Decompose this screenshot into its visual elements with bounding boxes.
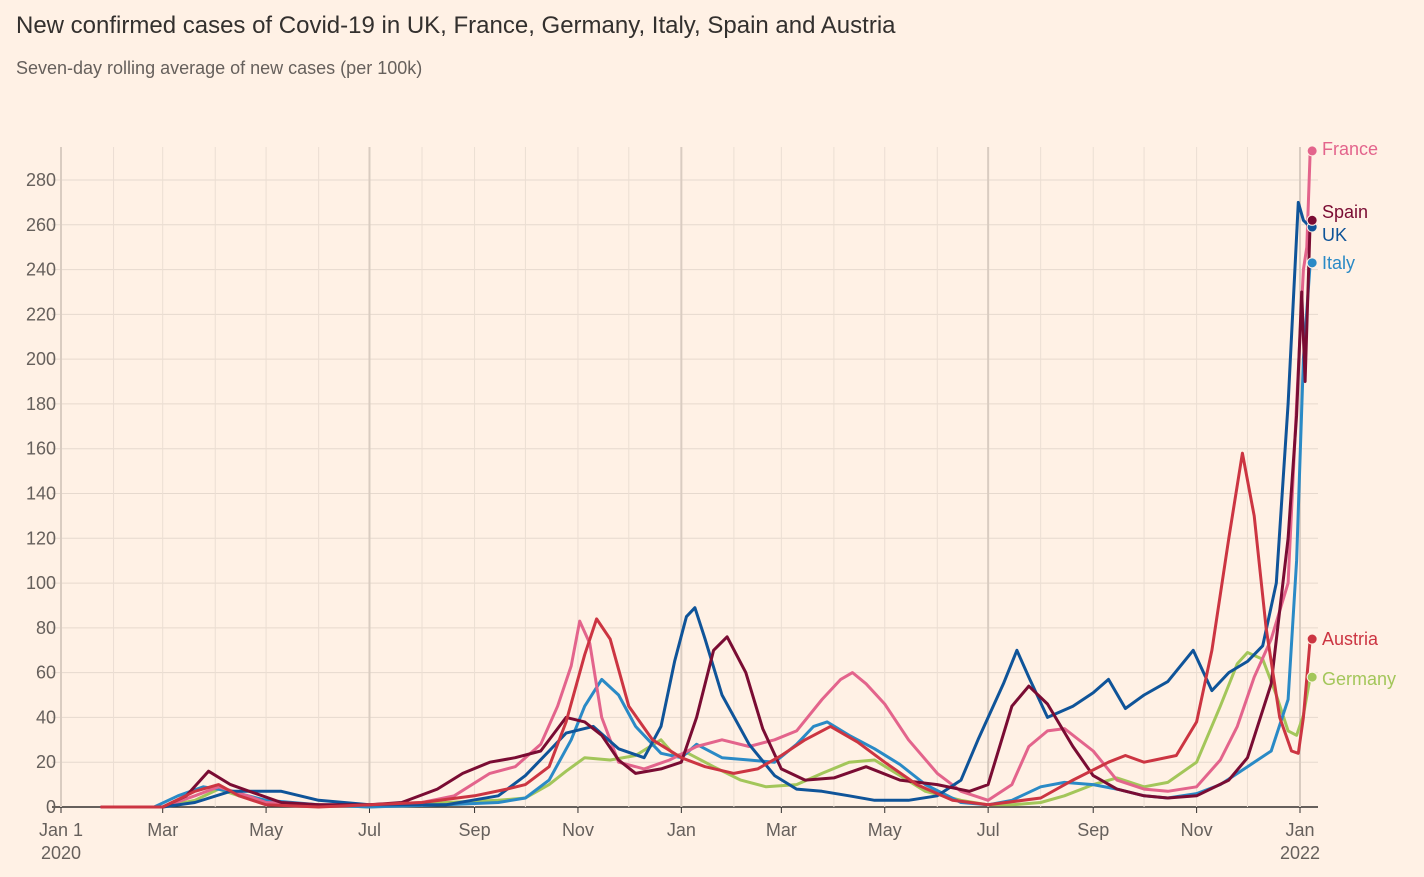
series-line-italy bbox=[100, 261, 1312, 809]
y-tick-label: 20 bbox=[36, 752, 56, 772]
y-tick-label: 140 bbox=[26, 484, 56, 504]
x-tick-label: Nov bbox=[562, 820, 594, 840]
x-tick-label: Jan bbox=[1285, 820, 1314, 840]
x-tick-label: Sep bbox=[1077, 820, 1109, 840]
y-tick-label: 180 bbox=[26, 394, 56, 414]
x-tick-label: Nov bbox=[1181, 820, 1213, 840]
y-tick-label: 200 bbox=[26, 349, 56, 369]
y-axis: 0 20 40 60 80 100 120 140 160 180 200 220 240 260 280 bbox=[26, 170, 56, 817]
series-line-austria bbox=[100, 451, 1312, 809]
series-label-france: France bbox=[1322, 139, 1378, 159]
y-tick-label: 0 bbox=[46, 797, 56, 817]
y-tick-label: 220 bbox=[26, 304, 56, 324]
y-tick-label: 260 bbox=[26, 215, 56, 235]
chart-subtitle: Seven-day rolling average of new cases (… bbox=[16, 58, 423, 78]
x-tick-label: May bbox=[868, 820, 902, 840]
y-tick-label: 100 bbox=[26, 573, 56, 593]
y-tick-label: 120 bbox=[26, 528, 56, 548]
grid bbox=[52, 147, 1318, 808]
y-tick-label: 40 bbox=[36, 707, 56, 727]
x-tick-label: May bbox=[249, 820, 283, 840]
series-line-uk bbox=[100, 200, 1312, 809]
x-tick-label: Jul bbox=[977, 820, 1000, 840]
series-line-france bbox=[100, 149, 1312, 809]
end-marker-italy bbox=[1306, 257, 1318, 269]
x-tick-label: Mar bbox=[147, 820, 178, 840]
series-label-spain: Spain bbox=[1322, 202, 1368, 222]
x-axis: Jan 1 2020 Mar May Jul Sep Nov Jan Mar May Jul Sep N… bbox=[39, 807, 1320, 863]
y-tick-label: 60 bbox=[36, 663, 56, 683]
series-label-austria: Austria bbox=[1322, 629, 1379, 649]
y-tick-label: 80 bbox=[36, 618, 56, 638]
end-marker-france bbox=[1306, 145, 1318, 157]
series-label-germany: Germany bbox=[1322, 669, 1396, 689]
end-marker-austria bbox=[1306, 633, 1318, 645]
series-label-italy: Italy bbox=[1322, 253, 1355, 273]
end-marker-germany bbox=[1306, 671, 1318, 683]
x-tick-sublabel: 2020 bbox=[41, 843, 81, 863]
chart-title: New confirmed cases of Covid-19 in UK, F… bbox=[16, 12, 896, 39]
x-tick-label: Jul bbox=[358, 820, 381, 840]
end-marker-spain bbox=[1306, 214, 1318, 226]
y-tick-label: 240 bbox=[26, 260, 56, 280]
series-lines bbox=[100, 149, 1312, 809]
series-label-uk: UK bbox=[1322, 225, 1347, 245]
x-tick-sublabel: 2022 bbox=[1280, 843, 1320, 863]
series-labels: Germany Italy France UK Spain Austria bbox=[1306, 139, 1396, 689]
series-line-spain bbox=[100, 218, 1312, 809]
x-tick-label: Mar bbox=[766, 820, 797, 840]
y-tick-label: 280 bbox=[26, 170, 56, 190]
x-tick-label: Sep bbox=[459, 820, 491, 840]
x-tick-label: Jan 1 bbox=[39, 820, 83, 840]
y-tick-label: 160 bbox=[26, 439, 56, 459]
x-tick-label: Jan bbox=[667, 820, 696, 840]
